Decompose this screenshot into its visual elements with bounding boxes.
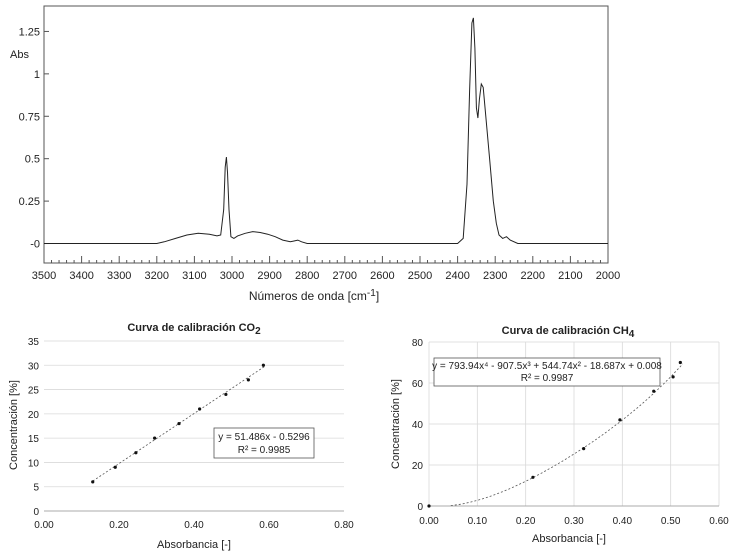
ch4-y-tick-label: 60 — [412, 379, 424, 390]
ch4-data-point — [427, 504, 431, 508]
co2-calibration-chart: Curva de calibración CO2 05101520253035 … — [8, 322, 354, 551]
co2-trendline — [92, 365, 266, 482]
spectrum-x-tick-label: 2800 — [295, 270, 319, 282]
spectrum-y-axis-label: Abs — [10, 49, 29, 61]
co2-x-axis-label: Absorbancia [-] — [157, 539, 231, 551]
ch4-gridlines — [428, 341, 720, 507]
co2-data-point — [198, 407, 202, 411]
ch4-data-point — [652, 389, 656, 393]
ch4-y-axis-label: Concentración [%] — [390, 379, 402, 469]
co2-chart-title: Curva de calibración CO2 — [127, 322, 261, 337]
co2-data-points — [91, 363, 265, 484]
co2-x-tick-label: 0.40 — [184, 520, 204, 531]
spectrum-x-tick-label: 3500 — [32, 270, 56, 282]
ch4-y-tick-label: 40 — [412, 420, 424, 431]
co2-data-point — [261, 363, 265, 367]
co2-data-point — [91, 480, 95, 484]
co2-y-tick-label: 15 — [28, 434, 40, 445]
spectrum-y-tick-label: 1.25 — [19, 26, 40, 38]
ch4-data-point — [531, 475, 535, 479]
ch4-x-axis-label: Absorbancia [-] — [532, 533, 606, 545]
spectrum-x-tick-label: 2000 — [596, 270, 620, 282]
co2-y-tick-label: 5 — [33, 483, 39, 494]
spectrum-x-tick-label: 2500 — [408, 270, 432, 282]
ch4-r2: R² = 0.9987 — [521, 373, 574, 384]
spectrum-y-tick-label: 1 — [34, 69, 40, 81]
co2-y-tick-label: 35 — [28, 337, 40, 348]
spectrum-x-tick-label: 2400 — [445, 270, 469, 282]
co2-y-tick-label: 0 — [33, 507, 39, 518]
spectrum-y-tick-label: 0.75 — [19, 111, 40, 123]
spectrum-x-tick-label: 3000 — [220, 270, 244, 282]
co2-x-tick-label: 0.60 — [259, 520, 279, 531]
spectrum-x-axis-label: Números de onda [cm-1] — [249, 288, 379, 303]
co2-data-point — [224, 392, 228, 397]
co2-x-tick-label: 0.80 — [334, 520, 354, 531]
co2-y-axis-label: Concentración [%] — [8, 380, 20, 470]
co2-x-tick-label: 0.20 — [109, 520, 129, 531]
co2-equation-box: y = 51.486x - 0.5296 R² = 0.9985 — [213, 427, 315, 459]
co2-data-point — [177, 421, 181, 426]
co2-x-tick-label: 0.00 — [34, 520, 54, 531]
co2-data-point — [134, 451, 138, 455]
spectrum-x-tick-label: 2700 — [333, 270, 357, 282]
co2-y-ticks: 0 5 10 15 20 25 30 35 — [28, 337, 40, 518]
co2-r2: R² = 0.9985 — [238, 445, 291, 456]
co2-data-point — [153, 436, 157, 440]
co2-equation: y = 51.486x - 0.5296 — [218, 432, 310, 443]
co2-x-ticks: 0.00 0.20 0.40 0.60 0.80 — [34, 520, 354, 531]
ch4-y-tick-label: 80 — [412, 338, 424, 349]
co2-gridlines — [44, 340, 344, 512]
spectrum-x-tick-label: 2300 — [483, 270, 507, 282]
ch4-y-tick-label: 20 — [412, 461, 424, 472]
spectrum-y-tick-label: -0 — [30, 239, 40, 251]
ch4-x-tick-label: 0.10 — [468, 516, 488, 527]
co2-data-point — [246, 378, 250, 382]
ch4-x-tick-label: 0.20 — [516, 516, 536, 527]
ch4-x-tick-label: 0.60 — [709, 516, 729, 527]
ch4-x-tick-label: 0.00 — [419, 516, 439, 527]
spectrum-x-tick-label: 3300 — [107, 270, 131, 282]
spectrum-series-line — [44, 17, 608, 244]
spectrum-x-tick-label: 2200 — [521, 270, 545, 282]
spectrum-y-tick-label: 0.25 — [19, 196, 40, 208]
co2-data-point — [113, 465, 117, 469]
ch4-data-points — [427, 360, 682, 508]
spectrum-x-tick-label: 3400 — [69, 270, 93, 282]
spectrum-plot-frame — [43, 5, 609, 264]
ch4-data-point — [618, 418, 622, 422]
spectrum-x-tick-label: 2600 — [370, 270, 394, 282]
co2-y-tick-label: 25 — [28, 386, 40, 397]
ch4-equation-box: y = 793.94x⁴ - 907.5x³ + 544.74x² - 18.6… — [432, 357, 662, 387]
spectrum-x-tick-label: 3100 — [182, 270, 206, 282]
ch4-chart-title: Curva de calibración CH4 — [502, 325, 635, 340]
ch4-x-tick-label: 0.40 — [613, 516, 633, 527]
ch4-equation: y = 793.94x⁴ - 907.5x³ + 544.74x² - 18.6… — [432, 361, 662, 372]
ch4-x-ticks: 0.00 0.10 0.20 0.30 0.40 0.50 0.60 — [419, 516, 729, 527]
spectrum-y-tick-label: 0.5 — [25, 154, 40, 166]
ch4-y-ticks: 0 20 40 60 80 — [412, 338, 424, 513]
co2-y-tick-label: 20 — [28, 410, 40, 421]
ch4-x-tick-label: 0.30 — [564, 516, 584, 527]
ch4-data-point — [671, 375, 675, 379]
ch4-data-point — [582, 447, 586, 451]
spectrum-x-tick-label: 3200 — [145, 270, 169, 282]
ch4-x-tick-label: 0.50 — [661, 516, 681, 527]
ch4-y-tick-label: 0 — [417, 502, 423, 513]
co2-y-tick-label: 30 — [28, 361, 40, 372]
spectrum-x-tick-label: 2900 — [257, 270, 281, 282]
spectrum-x-tick-label: 2100 — [558, 270, 582, 282]
co2-y-tick-label: 10 — [28, 458, 40, 469]
ch4-data-point — [678, 360, 682, 365]
spectrum-x-ticks: 3500 3400 3300 3200 3100 3000 2900 2800 2700 2600… — [32, 256, 620, 282]
